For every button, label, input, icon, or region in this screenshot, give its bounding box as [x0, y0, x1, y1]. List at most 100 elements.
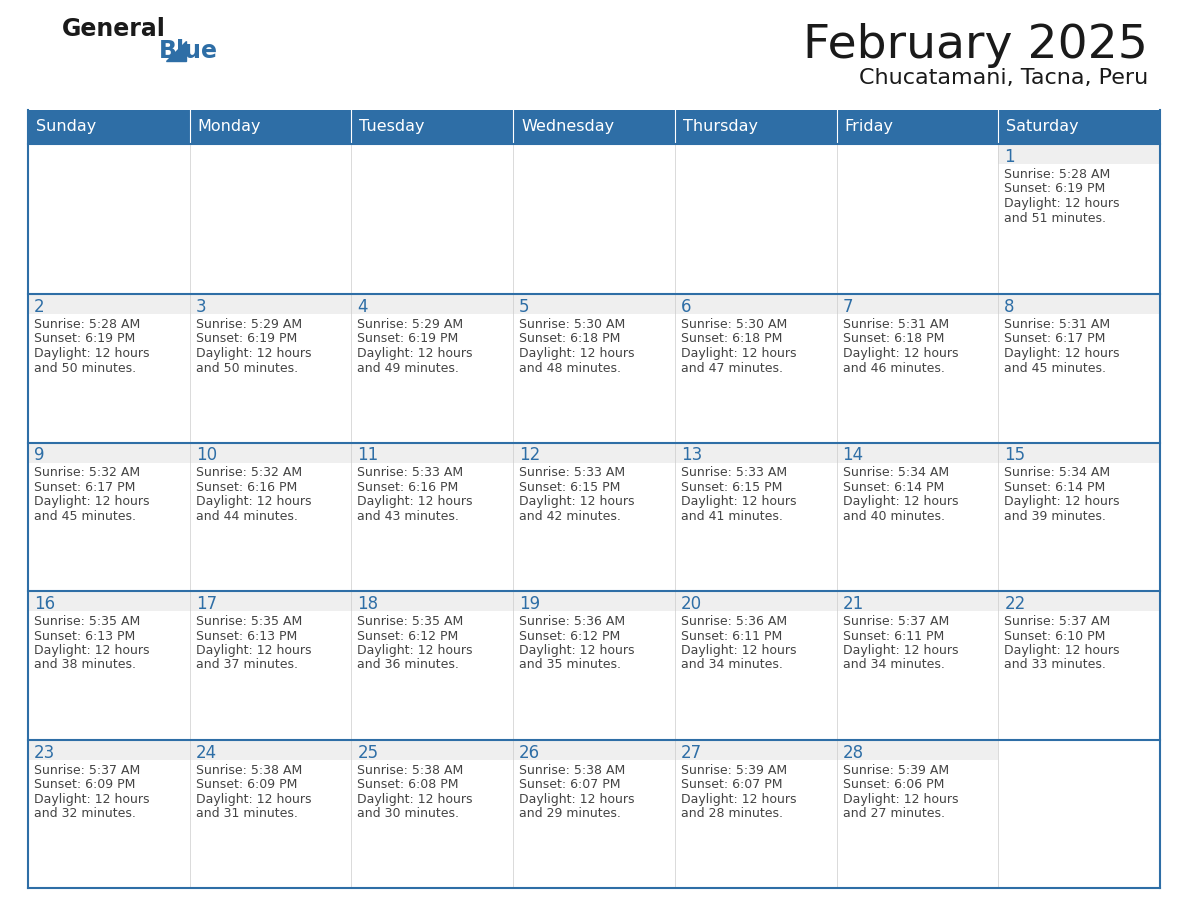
Text: and 38 minutes.: and 38 minutes. — [34, 658, 135, 671]
Text: Sunrise: 5:38 AM: Sunrise: 5:38 AM — [358, 764, 463, 777]
Text: Daylight: 12 hours: Daylight: 12 hours — [358, 644, 473, 657]
Text: Sunrise: 5:38 AM: Sunrise: 5:38 AM — [519, 764, 625, 777]
Text: 18: 18 — [358, 595, 379, 613]
Text: Sunset: 6:10 PM: Sunset: 6:10 PM — [1004, 630, 1106, 643]
Bar — [836, 740, 998, 888]
Text: Sunrise: 5:31 AM: Sunrise: 5:31 AM — [842, 318, 949, 331]
Text: 9: 9 — [34, 446, 44, 465]
Text: Sunrise: 5:36 AM: Sunrise: 5:36 AM — [519, 615, 625, 628]
Bar — [29, 442, 190, 591]
Text: and 30 minutes.: and 30 minutes. — [358, 807, 460, 820]
Text: and 43 minutes.: and 43 minutes. — [358, 510, 460, 523]
Text: and 50 minutes.: and 50 minutes. — [196, 362, 298, 375]
Bar — [513, 740, 675, 759]
Bar — [836, 144, 998, 294]
Bar — [352, 591, 513, 611]
Bar — [190, 740, 352, 759]
Text: Sunrise: 5:31 AM: Sunrise: 5:31 AM — [1004, 318, 1111, 331]
Text: Daylight: 12 hours: Daylight: 12 hours — [842, 347, 958, 360]
Text: 25: 25 — [358, 744, 379, 762]
Bar — [352, 294, 513, 442]
Text: Sunset: 6:16 PM: Sunset: 6:16 PM — [358, 481, 459, 494]
Bar — [836, 740, 998, 759]
Bar — [998, 294, 1159, 442]
Bar — [836, 294, 998, 314]
Text: Sunrise: 5:37 AM: Sunrise: 5:37 AM — [842, 615, 949, 628]
Bar — [352, 442, 513, 463]
Bar — [675, 294, 836, 442]
Text: Sunset: 6:09 PM: Sunset: 6:09 PM — [196, 778, 297, 791]
Text: Sunset: 6:18 PM: Sunset: 6:18 PM — [681, 332, 782, 345]
Text: Daylight: 12 hours: Daylight: 12 hours — [1004, 197, 1120, 210]
Text: Daylight: 12 hours: Daylight: 12 hours — [196, 644, 311, 657]
Bar — [998, 144, 1159, 294]
Bar — [998, 144, 1159, 164]
Text: Sunrise: 5:33 AM: Sunrise: 5:33 AM — [358, 466, 463, 479]
Text: and 45 minutes.: and 45 minutes. — [34, 510, 135, 523]
Text: 22: 22 — [1004, 595, 1025, 613]
Text: and 34 minutes.: and 34 minutes. — [681, 658, 783, 671]
Text: Sunset: 6:08 PM: Sunset: 6:08 PM — [358, 778, 459, 791]
Text: 16: 16 — [34, 595, 55, 613]
Bar — [998, 442, 1159, 591]
Text: Sunrise: 5:35 AM: Sunrise: 5:35 AM — [34, 615, 140, 628]
Text: Daylight: 12 hours: Daylight: 12 hours — [358, 347, 473, 360]
Bar — [675, 591, 836, 740]
Text: 8: 8 — [1004, 298, 1015, 316]
Bar — [190, 442, 352, 591]
Bar — [190, 591, 352, 740]
Text: Daylight: 12 hours: Daylight: 12 hours — [519, 644, 634, 657]
Text: Daylight: 12 hours: Daylight: 12 hours — [34, 792, 150, 805]
Bar — [29, 591, 190, 740]
Bar — [513, 740, 675, 888]
Text: February 2025: February 2025 — [803, 23, 1148, 68]
Text: Daylight: 12 hours: Daylight: 12 hours — [34, 644, 150, 657]
Text: 21: 21 — [842, 595, 864, 613]
Text: Sunrise: 5:33 AM: Sunrise: 5:33 AM — [681, 466, 786, 479]
Text: and 42 minutes.: and 42 minutes. — [519, 510, 621, 523]
Bar — [513, 591, 675, 740]
Bar — [352, 740, 513, 888]
Text: and 51 minutes.: and 51 minutes. — [1004, 211, 1106, 225]
Text: Sunset: 6:13 PM: Sunset: 6:13 PM — [34, 630, 135, 643]
Text: Sunset: 6:12 PM: Sunset: 6:12 PM — [358, 630, 459, 643]
Text: Chucatamani, Tacna, Peru: Chucatamani, Tacna, Peru — [859, 68, 1148, 88]
Text: Daylight: 12 hours: Daylight: 12 hours — [1004, 347, 1120, 360]
Bar — [675, 740, 836, 759]
Text: Sunset: 6:06 PM: Sunset: 6:06 PM — [842, 778, 944, 791]
Text: Sunset: 6:19 PM: Sunset: 6:19 PM — [1004, 183, 1106, 196]
Text: Daylight: 12 hours: Daylight: 12 hours — [681, 347, 796, 360]
Text: Sunrise: 5:29 AM: Sunrise: 5:29 AM — [358, 318, 463, 331]
Text: Daylight: 12 hours: Daylight: 12 hours — [34, 347, 150, 360]
Text: and 32 minutes.: and 32 minutes. — [34, 807, 135, 820]
Text: Sunset: 6:13 PM: Sunset: 6:13 PM — [196, 630, 297, 643]
Text: Sunrise: 5:34 AM: Sunrise: 5:34 AM — [842, 466, 949, 479]
Text: and 44 minutes.: and 44 minutes. — [196, 510, 297, 523]
Text: and 49 minutes.: and 49 minutes. — [358, 362, 460, 375]
Text: 1: 1 — [1004, 148, 1015, 166]
Text: Sunset: 6:14 PM: Sunset: 6:14 PM — [842, 481, 943, 494]
Text: 2: 2 — [34, 298, 45, 316]
Text: Sunset: 6:19 PM: Sunset: 6:19 PM — [358, 332, 459, 345]
Bar — [675, 442, 836, 591]
Text: and 48 minutes.: and 48 minutes. — [519, 362, 621, 375]
Text: Sunrise: 5:30 AM: Sunrise: 5:30 AM — [681, 318, 788, 331]
Text: Wednesday: Wednesday — [522, 119, 614, 135]
Text: Daylight: 12 hours: Daylight: 12 hours — [519, 496, 634, 509]
Text: Daylight: 12 hours: Daylight: 12 hours — [681, 644, 796, 657]
Bar — [352, 591, 513, 740]
Bar — [29, 740, 190, 888]
Text: 4: 4 — [358, 298, 368, 316]
Bar — [513, 442, 675, 463]
Text: and 33 minutes.: and 33 minutes. — [1004, 658, 1106, 671]
Bar — [675, 144, 836, 294]
Bar — [998, 591, 1159, 740]
Text: and 35 minutes.: and 35 minutes. — [519, 658, 621, 671]
Text: General: General — [62, 17, 166, 41]
Text: Sunrise: 5:32 AM: Sunrise: 5:32 AM — [196, 466, 302, 479]
Bar — [190, 294, 352, 314]
Text: and 46 minutes.: and 46 minutes. — [842, 362, 944, 375]
Text: 3: 3 — [196, 298, 207, 316]
Bar — [675, 442, 836, 463]
Bar — [513, 294, 675, 442]
